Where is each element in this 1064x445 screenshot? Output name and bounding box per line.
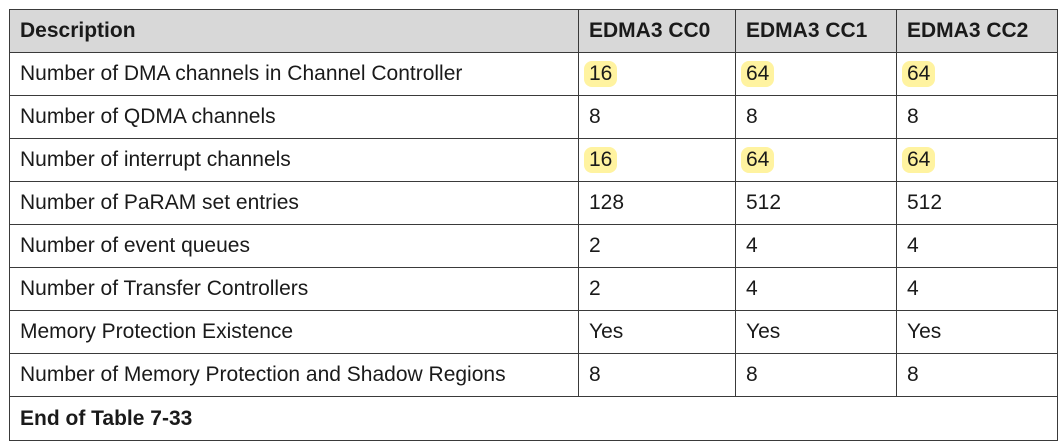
header-description: Description (9, 9, 579, 53)
cell-value: 8 (907, 105, 919, 128)
table-body: Number of DMA channels in Channel Contro… (9, 52, 1058, 397)
row-description: Number of DMA channels in Channel Contro… (9, 52, 579, 96)
cell-cc1: Yes (735, 310, 897, 354)
edma3-parameters-table: Description EDMA3 CC0 EDMA3 CC1 EDMA3 CC… (9, 9, 1058, 441)
table-row: Number of Memory Protection and Shadow R… (9, 353, 1058, 397)
cell-cc1: 64 (735, 52, 897, 96)
cell-cc2: 4 (896, 224, 1058, 268)
cell-value: 512 (907, 191, 943, 214)
cell-cc2: 8 (896, 353, 1058, 397)
highlighted-value: 64 (902, 61, 936, 87)
cell-cc0: 16 (578, 138, 736, 182)
cell-value: Yes (746, 320, 781, 343)
highlighted-value: 16 (584, 147, 618, 173)
cell-value: Yes (907, 320, 942, 343)
cell-cc0: 8 (578, 353, 736, 397)
header-edma3-cc2: EDMA3 CC2 (896, 9, 1058, 53)
cell-value: 8 (589, 363, 601, 386)
cell-value: 128 (589, 191, 625, 214)
cell-cc2: 8 (896, 95, 1058, 139)
cell-value: 8 (746, 105, 758, 128)
highlighted-value: 16 (584, 61, 618, 87)
cell-value: 4 (746, 277, 758, 300)
table-end-note: End of Table 7-33 (9, 396, 1058, 441)
table-header: Description EDMA3 CC0 EDMA3 CC1 EDMA3 CC… (9, 9, 1058, 53)
table-row: Memory Protection Existence Yes Yes Yes (9, 310, 1058, 354)
row-description: Number of interrupt channels (9, 138, 579, 182)
header-edma3-cc0: EDMA3 CC0 (578, 9, 736, 53)
cell-value: 2 (589, 234, 601, 257)
table-row: Number of interrupt channels 16 64 64 (9, 138, 1058, 182)
cell-cc2: 64 (896, 138, 1058, 182)
table-footer: End of Table 7-33 (9, 396, 1058, 441)
cell-cc1: 8 (735, 95, 897, 139)
table-row: Number of DMA channels in Channel Contro… (9, 52, 1058, 96)
table-row: Number of QDMA channels 8 8 8 (9, 95, 1058, 139)
cell-cc2: Yes (896, 310, 1058, 354)
cell-cc2: 64 (896, 52, 1058, 96)
row-description: Number of Memory Protection and Shadow R… (9, 353, 579, 397)
cell-cc1: 8 (735, 353, 897, 397)
cell-cc0: 128 (578, 181, 736, 225)
cell-cc0: 16 (578, 52, 736, 96)
footer-row: End of Table 7-33 (9, 396, 1058, 441)
cell-value: 4 (746, 234, 758, 257)
highlighted-value: 64 (741, 61, 775, 87)
row-description: Memory Protection Existence (9, 310, 579, 354)
cell-cc1: 64 (735, 138, 897, 182)
cell-cc0: Yes (578, 310, 736, 354)
header-edma3-cc1: EDMA3 CC1 (735, 9, 897, 53)
cell-value: 4 (907, 234, 919, 257)
row-description: Number of Transfer Controllers (9, 267, 579, 311)
cell-value: 2 (589, 277, 601, 300)
cell-cc1: 512 (735, 181, 897, 225)
cell-cc1: 4 (735, 267, 897, 311)
cell-value: 8 (746, 363, 758, 386)
table-row: Number of event queues 2 4 4 (9, 224, 1058, 268)
cell-cc1: 4 (735, 224, 897, 268)
cell-cc0: 2 (578, 267, 736, 311)
cell-value: Yes (589, 320, 624, 343)
cell-cc0: 2 (578, 224, 736, 268)
highlighted-value: 64 (741, 147, 775, 173)
row-description: Number of QDMA channels (9, 95, 579, 139)
row-description: Number of event queues (9, 224, 579, 268)
header-row: Description EDMA3 CC0 EDMA3 CC1 EDMA3 CC… (9, 9, 1058, 53)
table-row: Number of PaRAM set entries 128 512 512 (9, 181, 1058, 225)
row-description: Number of PaRAM set entries (9, 181, 579, 225)
cell-cc2: 512 (896, 181, 1058, 225)
cell-value: 8 (589, 105, 601, 128)
table-row: Number of Transfer Controllers 2 4 4 (9, 267, 1058, 311)
cell-value: 4 (907, 277, 919, 300)
cell-cc2: 4 (896, 267, 1058, 311)
cell-value: 8 (907, 363, 919, 386)
cell-value: 512 (746, 191, 782, 214)
highlighted-value: 64 (902, 147, 936, 173)
cell-cc0: 8 (578, 95, 736, 139)
